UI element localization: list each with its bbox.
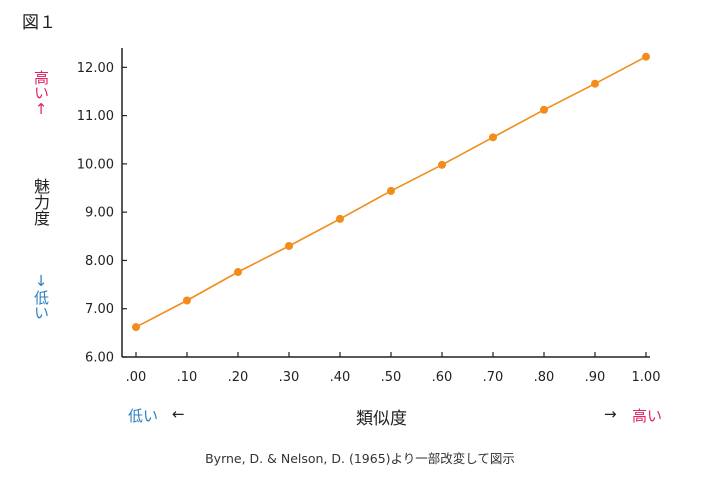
source-note: Byrne, D. & Nelson, D. (1965)より一部改変して図示 (205, 451, 515, 466)
y-axis-ticks: 6.00 7.00 8.00 9.00 10.00 11.00 12.00 (77, 61, 127, 366)
y-tick-label: 6.00 (85, 351, 114, 366)
x-tick-label: .50 (381, 370, 402, 385)
x-tick-label: .20 (228, 370, 249, 385)
x-tick-label: .10 (177, 370, 198, 385)
data-point (285, 241, 293, 250)
y-tick-label: 7.00 (85, 302, 114, 317)
y-tick-label: 10.00 (77, 157, 114, 172)
y-tick-label: 11.00 (77, 109, 114, 124)
line-chart: 6.00 7.00 8.00 9.00 10.00 11.00 12.00 .00 .10 .2… (77, 48, 661, 385)
figure-label: 図１ (22, 13, 56, 33)
data-point (387, 186, 395, 195)
data-point (132, 323, 140, 332)
x-tick-label: .30 (279, 370, 300, 385)
data-point (438, 160, 446, 169)
data-series (132, 52, 650, 332)
x-axis-left-arrow: ← (172, 405, 185, 423)
x-tick-label: .70 (483, 370, 504, 385)
y-axis-low-label: ↓低い (32, 272, 50, 320)
y-axis-title: 魅力度 (31, 178, 50, 226)
x-axis-right-arrow: → (604, 405, 617, 423)
x-tick-label: .40 (330, 370, 351, 385)
x-tick-label: .00 (126, 370, 147, 385)
data-point (336, 214, 344, 223)
data-point (489, 133, 497, 142)
x-tick-label: .80 (534, 370, 555, 385)
y-tick-label: 9.00 (85, 206, 114, 221)
data-point (591, 79, 599, 88)
y-tick-label: 8.00 (85, 254, 114, 269)
x-axis-title: 類似度 (356, 409, 407, 429)
x-tick-label: 1.00 (632, 370, 661, 385)
x-axis-high-label: 高い (632, 407, 663, 425)
data-point (642, 52, 650, 61)
chart-axes (121, 48, 650, 358)
data-point (183, 296, 191, 305)
data-point (234, 268, 242, 277)
x-tick-label: .60 (432, 370, 453, 385)
x-axis-low-label: 低い (128, 407, 159, 425)
x-axis-ticks: .00 .10 .20 .30 .40 .50 .60 .70 .80 .90 1.00 (126, 352, 661, 385)
y-tick-label: 12.00 (77, 61, 114, 76)
data-point (540, 105, 548, 114)
y-axis-high-label: 高い↑ (32, 70, 50, 118)
x-tick-label: .90 (585, 370, 606, 385)
